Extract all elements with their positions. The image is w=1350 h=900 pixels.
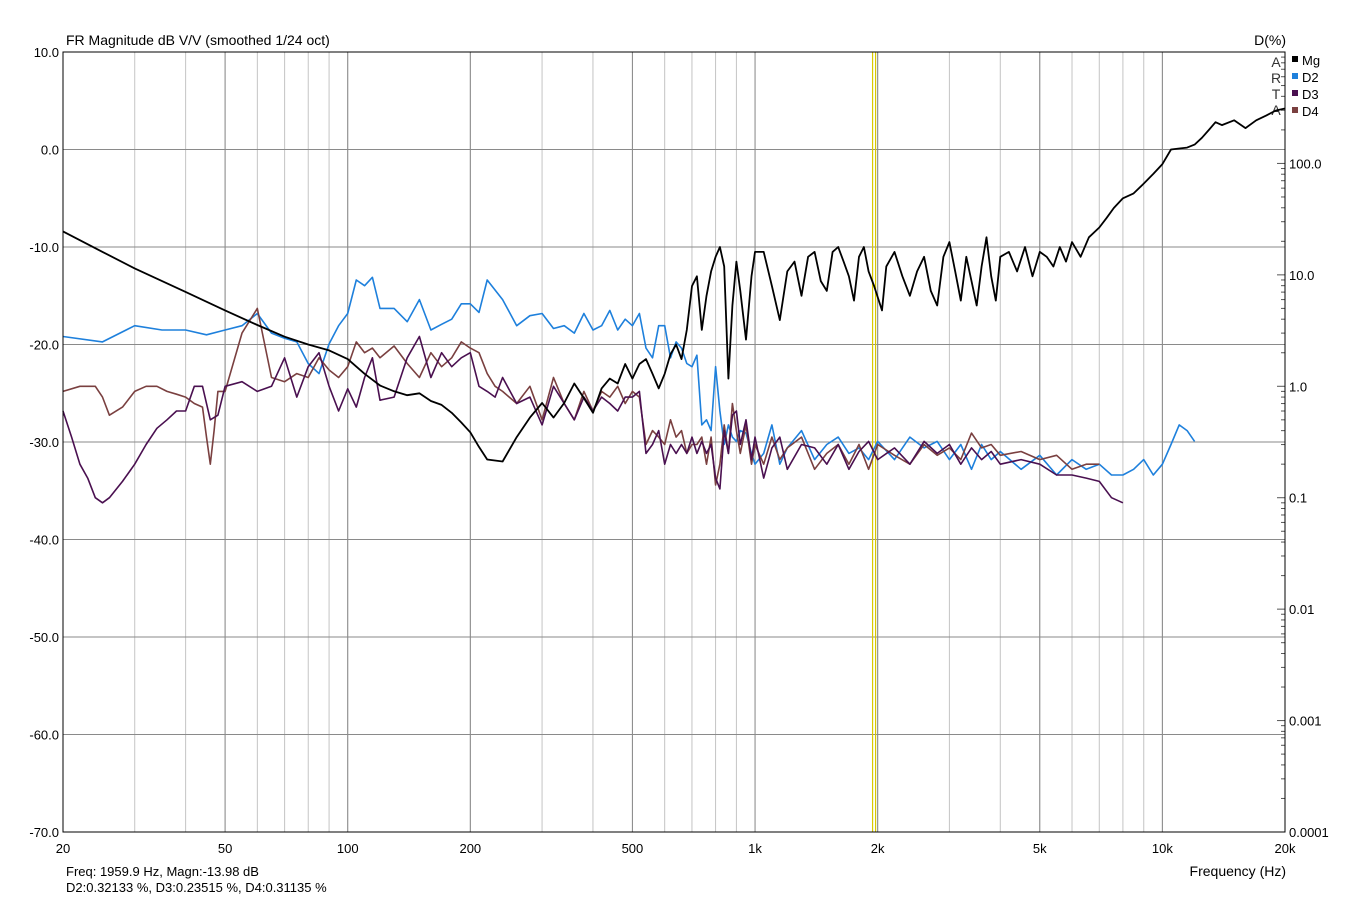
y-tick-label: 10.0 [34, 45, 59, 60]
legend-swatch-mg [1292, 56, 1298, 62]
y2-tick-label: 1.0 [1289, 379, 1307, 394]
legend-label-mg: Mg [1302, 53, 1320, 68]
plot-frame [62, 51, 1286, 833]
legend-label-d4: D4 [1302, 104, 1319, 119]
watermark-letter: A [1271, 54, 1281, 70]
x-tick-label: 20k [1275, 841, 1296, 856]
y-tick-label: -70.0 [29, 825, 59, 840]
y-tick-label: -50.0 [29, 630, 59, 645]
legend: Mg D2 D3 D4 [1292, 53, 1320, 119]
y2-tick-label: 0.01 [1289, 602, 1314, 617]
watermark-letter: T [1272, 86, 1281, 102]
y-tick-labels: 10.0 0.0 -10.0 -20.0 -30.0 -40.0 -50.0 -60.0 -70… [29, 45, 59, 840]
series-d3-line [62, 335, 1124, 504]
x-tick-label: 50 [218, 841, 232, 856]
y2-tick-label: 0.1 [1289, 491, 1307, 506]
x-tick-labels: 20 50 100 200 500 1k 2k 5k 10k 20k [56, 841, 1296, 856]
y-tick-label: -60.0 [29, 728, 59, 743]
x-tick-label: 5k [1033, 841, 1047, 856]
major-grid [63, 52, 1285, 833]
series-d2-line [62, 276, 1196, 476]
frequency-cursor[interactable] [871, 52, 877, 832]
y-tick-label: 0.0 [41, 143, 59, 158]
cursor-readout-line2: D2:0.32133 %, D3:0.23515 %, D4:0.31135 % [66, 880, 327, 895]
y2-tick-label: 0.001 [1289, 714, 1322, 729]
x-axis-label: Frequency (Hz) [1190, 863, 1286, 879]
x-tick-label: 1k [748, 841, 762, 856]
chart-title: FR Magnitude dB V/V (smoothed 1/24 oct) [66, 32, 330, 48]
x-tick-label: 10k [1152, 841, 1173, 856]
y2-tick-label: 0.0001 [1289, 825, 1329, 840]
legend-label-d2: D2 [1302, 70, 1319, 85]
y2-tick-labels: 100.0 10.0 1.0 0.1 0.01 0.001 0.0001 [1289, 156, 1329, 840]
series-d4-line [62, 307, 1100, 486]
y2-tick-label: 10.0 [1289, 268, 1314, 283]
cursor-readout-line1: Freq: 1959.9 Hz, Magn:-13.98 dB [66, 864, 259, 879]
y-tick-label: -40.0 [29, 533, 59, 548]
y-tick-label: -10.0 [29, 240, 59, 255]
legend-label-d3: D3 [1302, 87, 1319, 102]
x-tick-label: 2k [871, 841, 885, 856]
x-tick-label: 20 [56, 841, 70, 856]
x-tick-label: 100 [337, 841, 359, 856]
y-tick-label: -20.0 [29, 338, 59, 353]
legend-swatch-d4 [1292, 107, 1298, 113]
x-tick-label: 500 [622, 841, 644, 856]
y-tick-label: -30.0 [29, 435, 59, 450]
series-mg-line [62, 107, 1286, 463]
watermark-letter: R [1271, 70, 1281, 86]
right-axis-title: D(%) [1254, 32, 1286, 48]
series-lines [62, 107, 1286, 504]
y2-tick-label: 100.0 [1289, 156, 1322, 171]
legend-swatch-d3 [1292, 90, 1298, 96]
legend-swatch-d2 [1292, 73, 1298, 79]
x-tick-label: 200 [459, 841, 481, 856]
